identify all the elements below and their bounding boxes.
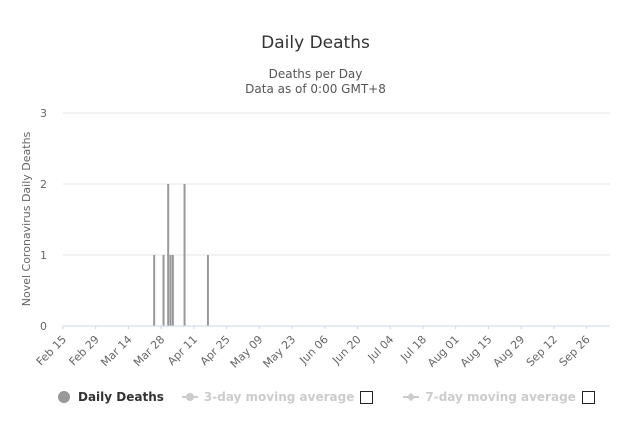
line-marker-icon: [403, 396, 420, 398]
x-tick-label: Jul 04: [365, 333, 397, 365]
legend-item-3-day-moving-average[interactable]: 3-day moving average: [181, 390, 385, 404]
x-tick-label: Apr 25: [198, 333, 233, 368]
x-tick-label: Jun 06: [297, 333, 331, 367]
chart-subtitle-line-1: Deaths per Day: [268, 67, 363, 81]
chart-plot: 0 1 2 3 Novel Coronavirus Daily Deaths Feb …: [20, 107, 610, 371]
bar: [153, 255, 156, 326]
y-tick-label: 3: [40, 107, 47, 120]
x-tick-label: Aug 01: [425, 333, 462, 370]
x-tick-label: Aug 15: [458, 333, 495, 370]
legend-label: 3-day moving average: [203, 390, 355, 404]
legend-label: Daily Deaths: [78, 390, 164, 404]
grid-lines: [63, 112, 610, 256]
x-tick-label: Sep 12: [524, 333, 560, 369]
bar: [169, 255, 172, 326]
y-tick-label: 1: [40, 249, 47, 262]
chart-subtitle-line-2: Data as of 0:00 GMT+8: [245, 82, 386, 96]
bar: [171, 255, 174, 326]
x-tick-label: Apr 11: [165, 333, 200, 368]
bar: [162, 255, 165, 326]
legend-item-7-day-moving-average[interactable]: 7-day moving average: [403, 390, 606, 404]
y-axis-title: Novel Coronavirus Daily Deaths: [20, 131, 33, 306]
x-tick-label: May 09: [228, 333, 266, 371]
series-marker-icon: [58, 391, 70, 403]
checkbox-3-day-moving-average[interactable]: [360, 390, 374, 404]
x-tick-label: Mar 14: [98, 333, 134, 369]
x-tick-label: Feb 15: [34, 333, 69, 368]
x-tick-label: Mar 28: [131, 333, 167, 369]
x-tick-label: Aug 29: [491, 333, 528, 370]
legend-item-daily-deaths[interactable]: Daily Deaths: [58, 390, 164, 404]
chart-legend: Daily Deaths 3-day moving average 7-day …: [58, 388, 625, 406]
chart-title: Daily Deaths: [261, 33, 370, 53]
x-tick-label: May 23: [261, 333, 299, 371]
x-tick-label: Sep 26: [557, 333, 593, 369]
bar: [206, 255, 209, 326]
y-tick-label: 2: [40, 178, 47, 191]
legend-label: 7-day moving average: [425, 390, 576, 404]
x-tick-label: Jun 20: [329, 333, 363, 367]
bar-series-daily-deaths: [153, 184, 209, 326]
y-tick-label: 0: [40, 320, 47, 333]
y-axis-tick-labels: 0 1 2 3: [40, 107, 47, 333]
bar: [167, 184, 170, 326]
line-marker-icon: [181, 393, 198, 401]
bar: [183, 184, 186, 326]
x-tick-label: Feb 29: [67, 333, 102, 368]
checkbox-7-day-moving-average[interactable]: [581, 390, 595, 404]
